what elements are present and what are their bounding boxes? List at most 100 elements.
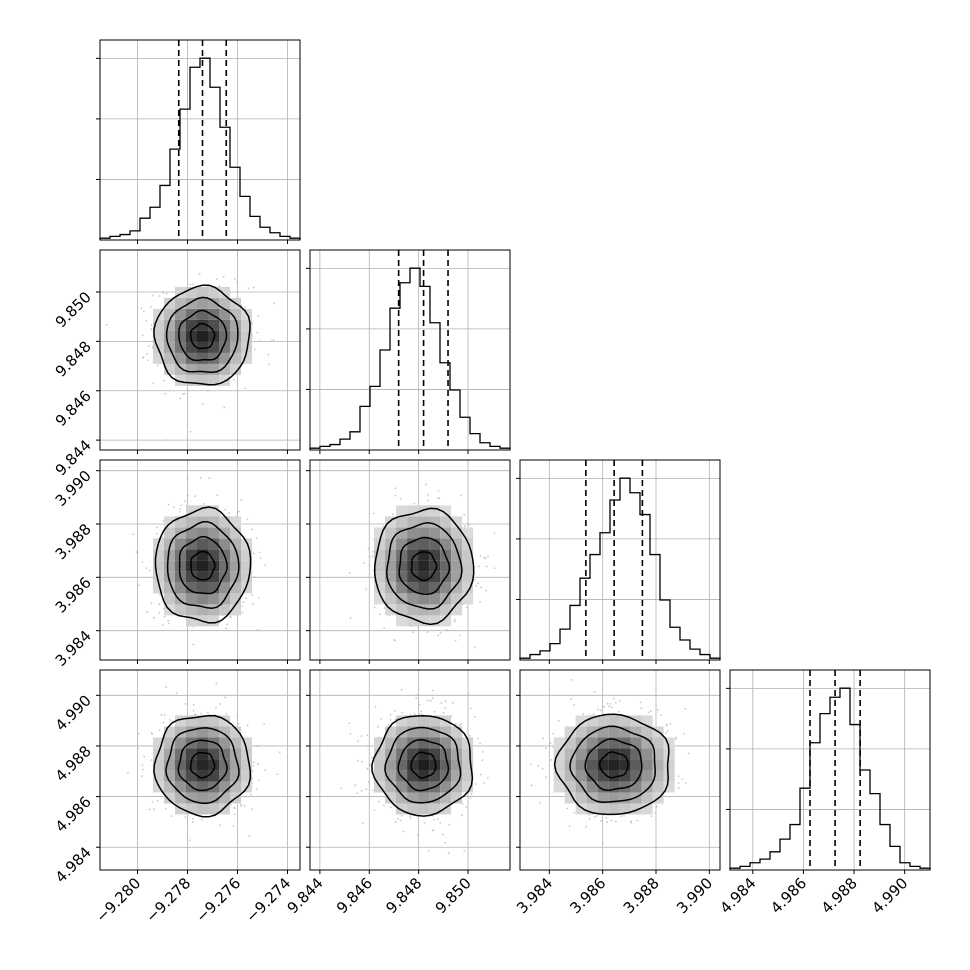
sample-point bbox=[238, 510, 240, 513]
density-cell bbox=[575, 748, 587, 760]
sample-point bbox=[252, 764, 255, 767]
sample-point bbox=[442, 711, 445, 714]
sample-point bbox=[371, 555, 374, 558]
sample-point bbox=[366, 767, 369, 770]
density-cell bbox=[241, 352, 252, 364]
sample-point bbox=[188, 839, 191, 842]
sample-point bbox=[389, 714, 392, 716]
density-cell bbox=[175, 582, 186, 594]
density-cell bbox=[186, 341, 197, 353]
x-tick-label-3-1: 4.986 bbox=[767, 874, 810, 917]
density-cell bbox=[186, 516, 197, 528]
sample-point bbox=[244, 306, 247, 309]
sample-point bbox=[552, 732, 555, 735]
sample-point bbox=[675, 737, 678, 740]
density-cell bbox=[219, 516, 230, 528]
sample-point bbox=[461, 803, 464, 805]
density-cell bbox=[219, 715, 230, 727]
density-cell bbox=[197, 770, 208, 782]
density-cell bbox=[175, 560, 186, 572]
sample-point bbox=[150, 324, 153, 326]
density-cell bbox=[575, 726, 587, 738]
density-cell bbox=[385, 792, 397, 804]
sample-point bbox=[245, 597, 248, 600]
sample-point bbox=[198, 272, 201, 275]
contour-2-0-3 bbox=[154, 506, 252, 624]
sample-point bbox=[379, 613, 382, 616]
density-cell bbox=[564, 770, 576, 782]
density-cell bbox=[197, 286, 208, 298]
density-cell bbox=[153, 781, 164, 793]
x-tick-label-0-0: −9.280 bbox=[92, 874, 144, 926]
sample-point bbox=[418, 703, 421, 706]
sample-point bbox=[431, 697, 434, 700]
density-cell bbox=[175, 715, 186, 727]
sample-point bbox=[677, 782, 680, 784]
density-cell bbox=[208, 604, 219, 616]
density-cell bbox=[208, 363, 219, 375]
density-cell bbox=[230, 516, 241, 528]
density-cell bbox=[440, 792, 452, 804]
density-cell bbox=[208, 792, 219, 804]
sample-point bbox=[415, 697, 418, 700]
density-cell bbox=[440, 604, 452, 616]
sample-point bbox=[440, 702, 443, 704]
density-cell bbox=[619, 803, 631, 815]
sample-point bbox=[152, 616, 155, 619]
sample-point bbox=[184, 816, 187, 819]
density-cell bbox=[186, 582, 197, 594]
density-cell bbox=[440, 560, 452, 572]
density-cell bbox=[230, 726, 241, 738]
density-cell bbox=[186, 615, 197, 627]
sample-point bbox=[256, 745, 259, 748]
density-cell bbox=[175, 330, 186, 342]
density-cell bbox=[374, 748, 386, 760]
density-cell bbox=[462, 571, 474, 583]
density-cell bbox=[197, 341, 208, 353]
density-cell bbox=[451, 593, 463, 605]
sample-point bbox=[368, 556, 371, 558]
sample-point bbox=[225, 713, 228, 715]
density-cell bbox=[385, 759, 397, 771]
sample-point bbox=[141, 561, 144, 564]
sample-point bbox=[146, 611, 149, 613]
density-cell bbox=[418, 748, 430, 760]
x-tick-label-0-3: −9.274 bbox=[242, 874, 294, 926]
y-tick-label-1-0: 9.844 bbox=[52, 436, 95, 479]
density-cell bbox=[153, 549, 164, 561]
density-cell bbox=[230, 330, 241, 342]
x-tick-label-3-2: 4.988 bbox=[818, 874, 861, 917]
density-cell bbox=[197, 748, 208, 760]
density-cell bbox=[374, 582, 386, 594]
sample-point bbox=[252, 552, 255, 555]
sample-point bbox=[614, 820, 617, 823]
sample-point bbox=[233, 813, 236, 816]
sample-point bbox=[480, 586, 482, 589]
density-cell bbox=[208, 582, 219, 594]
density-cell bbox=[418, 582, 430, 594]
sample-point bbox=[199, 477, 202, 479]
density-cell bbox=[462, 748, 474, 760]
sample-point bbox=[148, 808, 151, 811]
density-cell bbox=[197, 297, 208, 309]
density-cell bbox=[641, 781, 653, 793]
sample-point bbox=[150, 328, 153, 330]
sample-point bbox=[164, 439, 167, 441]
sample-point bbox=[257, 315, 260, 317]
density-cell bbox=[429, 593, 441, 605]
density-cell bbox=[175, 781, 186, 793]
sample-point bbox=[623, 815, 625, 817]
sample-point bbox=[479, 600, 481, 603]
density-cell bbox=[429, 726, 441, 738]
density-cell bbox=[219, 527, 230, 539]
density-cell bbox=[663, 759, 675, 771]
sample-point bbox=[167, 622, 170, 625]
density-cell bbox=[208, 593, 219, 605]
density-cell bbox=[197, 374, 208, 386]
histogram-frame-1 bbox=[309, 249, 511, 451]
histogram-step-0 bbox=[99, 57, 301, 240]
sample-point bbox=[487, 555, 489, 558]
sample-point bbox=[665, 723, 668, 726]
sample-point bbox=[444, 700, 447, 702]
density-cell bbox=[418, 604, 430, 616]
